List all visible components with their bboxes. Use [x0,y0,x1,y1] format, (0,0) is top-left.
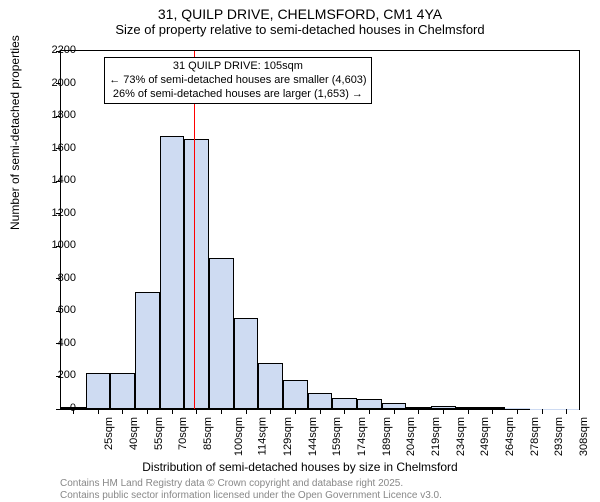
xtick-label: 234sqm [455,417,467,456]
ytick-label: 1600 [36,142,76,154]
y-axis-label: Number of semi-detached properties [8,35,22,230]
xtick-label: 174sqm [356,417,368,456]
ytick-label: 1000 [36,239,76,251]
xtick-label: 25sqm [103,417,115,450]
xtick-label: 159sqm [331,417,343,456]
annotation-box: 31 QUILP DRIVE: 105sqm ← 73% of semi-det… [104,57,371,104]
bar [332,398,357,409]
annotation-line1: 31 QUILP DRIVE: 105sqm [109,60,366,74]
bars-group [61,51,579,409]
xtick-label: 40sqm [128,417,140,450]
credit-line1: Contains HM Land Registry data © Crown c… [60,478,442,490]
xtick-label: 308sqm [578,417,590,456]
xtick-label: 70sqm [177,417,189,450]
xtick-label: 249sqm [479,417,491,456]
xtick-label: 204sqm [405,417,417,456]
title-line1: 31, QUILP DRIVE, CHELMSFORD, CM1 4YA [0,6,600,22]
ytick-label: 600 [36,304,76,316]
xtick-label: 144sqm [307,417,319,456]
xtick-label: 114sqm [257,417,269,455]
ytick-label: 0 [36,402,76,414]
bar [135,292,160,409]
bar [357,399,382,409]
xtick-label: 293sqm [553,417,565,456]
bar [110,373,135,409]
xtick-label: 55sqm [153,417,165,450]
bar [184,139,209,409]
bar [308,393,333,409]
xtick-label: 189sqm [381,417,393,456]
xtick-label: 100sqm [233,417,245,456]
xtick-label: 219sqm [430,417,442,456]
bar [160,136,185,409]
bar [86,373,111,409]
ytick-label: 2200 [36,44,76,56]
credit-line2: Contains public sector information licen… [60,490,442,502]
credits: Contains HM Land Registry data © Crown c… [60,478,442,502]
bar [283,380,308,409]
bar [209,258,234,409]
reference-line [194,51,195,409]
ytick-label: 2000 [36,77,76,89]
chart-container: 31, QUILP DRIVE, CHELMSFORD, CM1 4YA Siz… [0,0,600,500]
ytick-label: 1800 [36,109,76,121]
ytick-label: 800 [36,272,76,284]
xtick-label: 264sqm [504,417,516,456]
xtick-label: 85sqm [202,417,214,450]
ytick-label: 1400 [36,174,76,186]
annotation-line2: ← 73% of semi-detached houses are smalle… [109,74,366,88]
bar [234,318,259,409]
ytick-label: 200 [36,369,76,381]
annotation-line3: 26% of semi-detached houses are larger (… [109,88,366,102]
ytick-label: 400 [36,337,76,349]
plot-area: 31 QUILP DRIVE: 105sqm ← 73% of semi-det… [60,50,580,410]
ytick-label: 1200 [36,207,76,219]
title-line2: Size of property relative to semi-detach… [0,22,600,37]
title-area: 31, QUILP DRIVE, CHELMSFORD, CM1 4YA Siz… [0,0,600,37]
x-axis-label: Distribution of semi-detached houses by … [0,460,600,474]
xtick-label: 129sqm [282,417,294,456]
xtick-label: 278sqm [529,417,541,456]
bar [258,363,283,409]
